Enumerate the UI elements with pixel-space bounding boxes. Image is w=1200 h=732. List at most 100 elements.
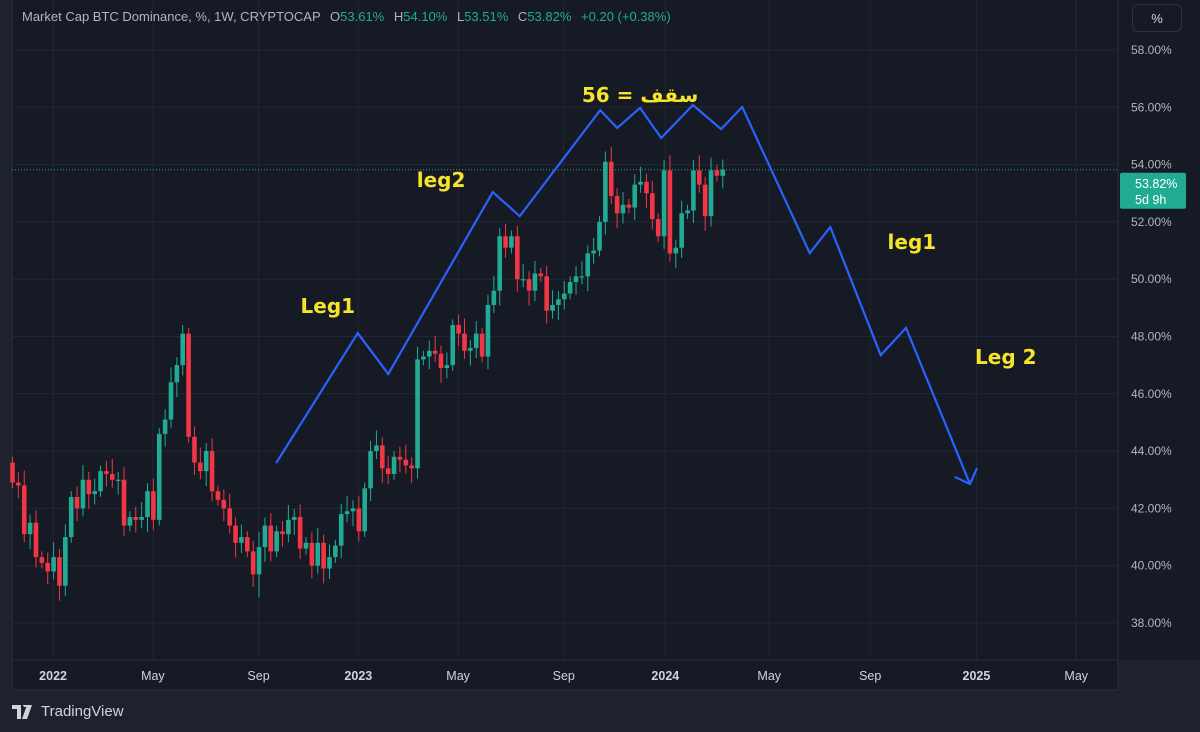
- candle: [315, 527, 321, 574]
- candle: [632, 174, 638, 221]
- candle-body: [603, 161, 608, 222]
- price-axis: [1118, 0, 1200, 660]
- candle-body: [180, 333, 186, 366]
- candle: [344, 496, 350, 523]
- candle: [297, 504, 303, 559]
- candle-body: [127, 516, 133, 526]
- candle-body: [362, 488, 367, 532]
- trend-projection-line: [275, 103, 972, 485]
- candle-body: [356, 508, 362, 532]
- candle-body: [374, 445, 379, 452]
- y-tick-label: 44.00%: [1131, 444, 1172, 458]
- brand-name: TradingView: [41, 703, 124, 720]
- candle: [10, 456, 15, 489]
- candle: [538, 267, 544, 283]
- candle: [327, 544, 332, 579]
- candle: [356, 495, 362, 542]
- candle: [57, 549, 62, 601]
- candle-body: [456, 325, 461, 334]
- candle: [650, 180, 655, 230]
- high-label: H: [393, 9, 404, 24]
- candle-body: [321, 542, 326, 569]
- candle: [309, 532, 315, 579]
- candle-body: [250, 551, 256, 575]
- low-value: 53.51%: [464, 9, 509, 24]
- y-tick-label: 50.00%: [1131, 272, 1172, 286]
- candle: [667, 155, 673, 262]
- candle-body: [104, 471, 109, 475]
- candle: [403, 444, 409, 474]
- candle-body: [655, 219, 661, 237]
- candle-body: [579, 276, 585, 278]
- candle-body: [391, 456, 397, 475]
- candle-body: [702, 184, 708, 217]
- close-label: C: [517, 9, 528, 24]
- candle-body: [209, 451, 215, 492]
- candle-body: [708, 170, 714, 217]
- y-tick-label: 58.00%: [1131, 43, 1172, 57]
- candle: [491, 275, 497, 314]
- candle-body: [444, 365, 450, 369]
- candle: [303, 537, 309, 555]
- x-tick-label: 2025: [963, 669, 991, 683]
- candle-body: [57, 557, 62, 586]
- candle: [685, 204, 690, 220]
- candle: [702, 176, 708, 232]
- candle-body: [109, 474, 115, 480]
- candle-body: [145, 491, 150, 517]
- candle-body: [98, 471, 103, 492]
- candle-body: [409, 465, 414, 469]
- candle: [573, 266, 579, 295]
- candle: [174, 357, 180, 398]
- candle-body: [274, 531, 279, 552]
- candle: [620, 192, 626, 224]
- plot-area: [12, 0, 1118, 660]
- candle-body: [661, 170, 667, 237]
- candle-body: [685, 210, 690, 214]
- candle: [561, 280, 567, 310]
- candle: [473, 321, 479, 359]
- candle-body: [27, 522, 33, 535]
- candle-body: [644, 181, 649, 194]
- candle: [526, 271, 532, 306]
- y-tick-label: 46.00%: [1131, 387, 1172, 401]
- candle-body: [515, 236, 520, 280]
- candle-body: [650, 193, 655, 220]
- percent-scale-button[interactable]: %: [1132, 4, 1182, 32]
- candle-body: [233, 525, 238, 543]
- candle-body: [544, 276, 549, 311]
- candle-body: [80, 479, 86, 509]
- last-price-label-bg: [1120, 172, 1186, 209]
- candle-body: [115, 479, 121, 481]
- candle-body: [338, 514, 344, 546]
- x-tick-label: Sep: [859, 669, 881, 683]
- candle: [614, 188, 620, 229]
- candle-body: [696, 170, 702, 185]
- candle: [579, 261, 585, 285]
- candle-body: [667, 170, 673, 254]
- y-tick-label: 38.00%: [1131, 616, 1172, 630]
- candle: [321, 534, 326, 584]
- candle: [644, 173, 649, 209]
- candle-body: [520, 279, 526, 281]
- candle-body: [632, 184, 638, 208]
- symbol-title[interactable]: Market Cap BTC Dominance, %, 1W, CRYPTOC…: [22, 9, 321, 24]
- candle-body: [597, 221, 602, 251]
- candle-body: [227, 508, 232, 526]
- candle-body: [691, 170, 696, 211]
- candle: [691, 160, 696, 224]
- candle: [109, 459, 115, 488]
- candle: [338, 503, 344, 559]
- candle: [626, 198, 632, 214]
- candle-body: [415, 359, 420, 469]
- candle-body: [608, 161, 614, 197]
- candle-body: [479, 333, 485, 357]
- candle: [679, 200, 684, 258]
- annotation-label: Leg1: [301, 294, 356, 318]
- tradingview-logo[interactable]: TradingView: [12, 703, 124, 720]
- candle: [503, 223, 508, 258]
- candle: [145, 483, 150, 532]
- candle-body: [620, 204, 626, 214]
- candle-body: [432, 350, 438, 354]
